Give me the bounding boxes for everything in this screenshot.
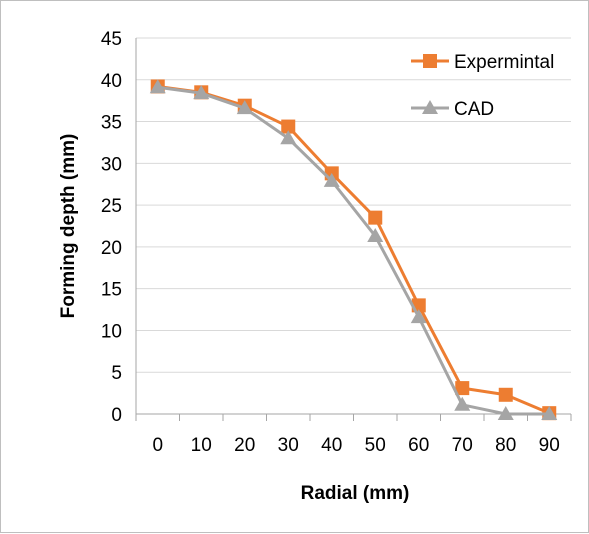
- point-expermintal-80: [498, 387, 513, 402]
- point-cad-50: [367, 228, 384, 243]
- point-cad-20: [236, 100, 253, 115]
- y-tick-5: 5: [111, 363, 122, 384]
- point-cad-0: [149, 79, 166, 94]
- point-cad-90: [541, 406, 558, 420]
- point-expermintal-50: [368, 210, 383, 225]
- x-tick-70: 70: [452, 435, 473, 456]
- y-tick-labels: 0 5 10 15 20 25 30 35 40 45: [101, 29, 122, 426]
- legend-marker-cad: [422, 100, 438, 114]
- y-tick-20: 20: [101, 238, 122, 259]
- x-tick-0: 0: [152, 435, 163, 456]
- y-tick-25: 25: [101, 196, 122, 217]
- y-tick-10: 10: [101, 321, 122, 342]
- y-tick-35: 35: [101, 113, 122, 134]
- y-tick-30: 30: [101, 154, 122, 175]
- legend-item-expermintal: Expermintal: [411, 52, 554, 73]
- point-expermintal-70: [455, 381, 470, 396]
- x-tick-90: 90: [539, 435, 560, 456]
- x-axis-label: Radial (mm): [301, 483, 410, 504]
- legend-item-cad: CAD: [411, 99, 494, 120]
- point-cad-10: [193, 85, 210, 100]
- series-expermintal: [150, 79, 557, 421]
- x-tick-10: 10: [191, 435, 212, 456]
- series-line-expermintal: [157, 84, 550, 415]
- point-cad-70: [454, 396, 471, 411]
- legend: Expermintal CAD: [411, 52, 554, 120]
- point-expermintal-30: [281, 119, 296, 134]
- x-tick-50: 50: [365, 435, 386, 456]
- x-tick-80: 80: [495, 435, 516, 456]
- x-tick-20: 20: [234, 435, 255, 456]
- series-line-cad: [157, 85, 550, 416]
- y-tick-15: 15: [101, 280, 122, 301]
- point-cad-40: [323, 172, 340, 187]
- x-tick-60: 60: [408, 435, 429, 456]
- legend-label-cad: CAD: [454, 99, 494, 120]
- point-cad-80: [497, 406, 514, 420]
- series-layer: [149, 79, 558, 421]
- series-cad: [149, 79, 558, 420]
- y-tick-45: 45: [101, 29, 122, 50]
- y-tick-40: 40: [101, 71, 122, 92]
- x-tick-40: 40: [321, 435, 342, 456]
- x-tick-30: 30: [278, 435, 299, 456]
- y-tick-0: 0: [111, 405, 122, 426]
- legend-label-expermintal: Expermintal: [454, 52, 554, 73]
- point-cad-30: [280, 130, 297, 145]
- y-axis-label: Forming depth (mm): [58, 134, 79, 319]
- x-tick-labels: 0 10 20 30 40 50 60 70 80 90: [152, 435, 559, 456]
- gridlines: [136, 37, 571, 373]
- point-cad-60: [410, 309, 427, 324]
- legend-marker-expermintal: [423, 54, 437, 68]
